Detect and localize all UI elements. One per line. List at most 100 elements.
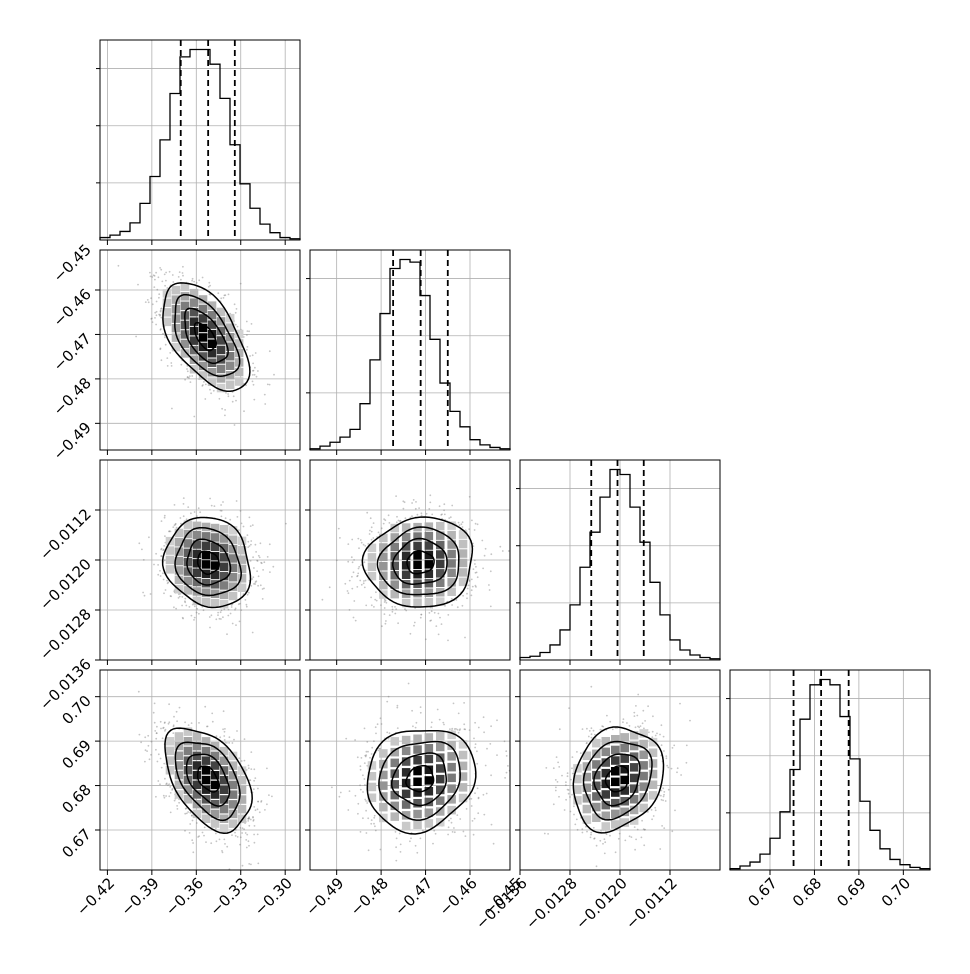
scatter-point <box>257 554 260 557</box>
density-cell <box>458 783 468 792</box>
scatter-point <box>461 521 464 524</box>
scatter-point <box>443 513 446 516</box>
scatter-point <box>391 608 394 611</box>
scatter-point <box>651 818 653 821</box>
scatter-point <box>603 838 606 841</box>
scatter-point <box>601 725 604 727</box>
scatter-point <box>665 757 668 760</box>
scatter-point <box>468 580 471 582</box>
scatter-point <box>249 560 252 562</box>
scatter-point <box>396 515 398 518</box>
scatter-point <box>228 736 231 739</box>
scatter-panel-content <box>100 250 300 450</box>
scatter-point <box>257 862 260 865</box>
density-cell <box>413 588 422 598</box>
scatter-point <box>201 831 204 834</box>
scatter-point <box>151 276 154 278</box>
scatter-point <box>490 725 492 728</box>
scatter-point <box>643 828 646 831</box>
scatter-point <box>667 766 670 769</box>
scatter-point <box>370 526 373 529</box>
x-tick-label: 0.70 <box>878 874 914 910</box>
scatter-point <box>247 764 250 767</box>
scatter-point <box>215 735 218 737</box>
density-cell <box>201 785 211 794</box>
scatter-point <box>456 814 459 816</box>
density-cell <box>216 307 226 317</box>
y-tick-label: −0.0112 <box>36 505 95 564</box>
density-cell <box>611 798 620 808</box>
scatter-point <box>449 516 452 519</box>
scatter-point <box>176 808 179 810</box>
density-cell <box>201 541 211 550</box>
scatter-point <box>227 293 230 296</box>
scatter-point <box>239 282 242 285</box>
density-cell <box>171 323 181 333</box>
scatter-point <box>251 578 254 580</box>
density-cell <box>611 820 620 829</box>
scatter-point <box>243 759 246 762</box>
scatter-point <box>363 778 366 780</box>
scatter-point <box>363 586 366 589</box>
scatter-point <box>367 817 370 820</box>
scatter-point <box>164 728 167 731</box>
scatter-point <box>173 504 176 506</box>
scatter-point <box>190 722 193 724</box>
scatter-point <box>554 779 557 781</box>
scatter-point <box>347 543 350 545</box>
scatter-point <box>372 522 375 524</box>
histogram-step <box>729 678 931 870</box>
scatter-point <box>207 285 210 288</box>
density-cell <box>629 816 639 825</box>
scatter-point <box>224 294 227 297</box>
scatter-point <box>451 831 454 833</box>
scatter-point <box>452 702 455 705</box>
scatter-point <box>193 415 196 418</box>
scatter-point <box>555 756 558 758</box>
density-cell <box>210 561 220 570</box>
density-cell <box>379 562 388 571</box>
scatter-point <box>192 842 195 844</box>
density-cell <box>183 727 193 736</box>
scatter-point <box>396 704 399 707</box>
scatter-point <box>663 791 666 793</box>
scatter-point <box>250 323 253 325</box>
density-cell <box>424 797 434 807</box>
scatter-point <box>256 560 259 562</box>
scatter-point <box>147 301 150 304</box>
scatter-point <box>247 540 250 543</box>
density-cell <box>436 742 445 752</box>
scatter-point <box>371 746 374 749</box>
scatter-panel-3-2 <box>515 669 721 875</box>
density-cell <box>192 549 202 559</box>
density-cell <box>210 780 220 790</box>
scatter-point <box>228 742 231 744</box>
density-cell <box>582 815 592 824</box>
density-cell <box>436 559 445 569</box>
scatter-point <box>377 749 380 752</box>
scatter-point <box>453 831 456 834</box>
scatter-point <box>159 348 162 351</box>
scatter-point <box>250 585 253 587</box>
scatter-point <box>224 517 227 520</box>
scatter-point <box>254 583 257 585</box>
scatter-point <box>240 522 243 525</box>
density-cell <box>436 774 445 784</box>
scatter-point <box>150 740 153 743</box>
x-tick-label: 0.67 <box>744 874 780 910</box>
scatter-point <box>433 611 436 614</box>
density-cell <box>458 577 468 587</box>
scatter-point <box>186 368 188 370</box>
density-cell <box>228 751 238 761</box>
scatter-point <box>254 366 256 369</box>
density-cell <box>620 743 629 753</box>
scatter-point <box>186 376 189 378</box>
scatter-point <box>364 754 367 757</box>
scatter-point <box>181 596 184 598</box>
scatter-point <box>566 772 569 775</box>
density-cell <box>390 747 399 757</box>
density-cell <box>447 784 456 793</box>
density-cell <box>592 781 601 790</box>
panel-frame <box>309 249 511 451</box>
